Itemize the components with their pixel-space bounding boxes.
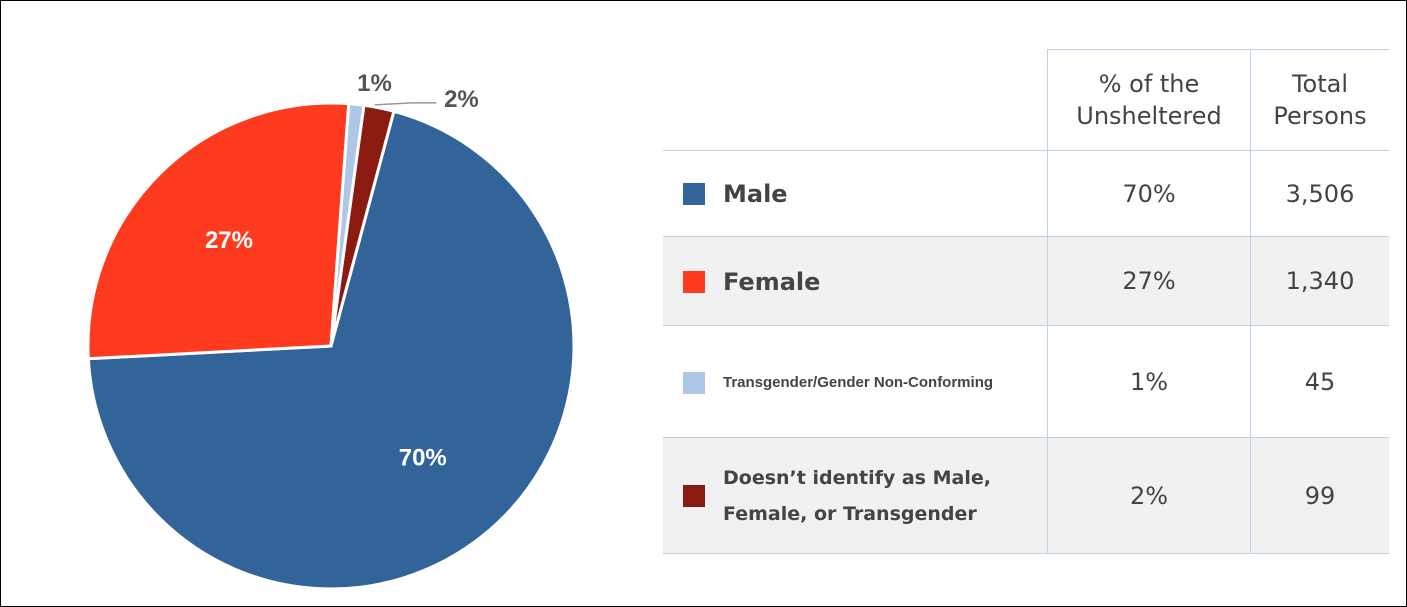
row-label: Doesn’t identify as Male, Female, or Tra… bbox=[723, 466, 991, 525]
row-label: Male bbox=[723, 180, 788, 208]
total-cell: 3,506 bbox=[1250, 150, 1389, 237]
table-row: Male 70% 3,506 bbox=[663, 150, 1389, 237]
row-label-cell: Male bbox=[663, 150, 1048, 237]
data-label: 27% bbox=[205, 227, 253, 254]
legend-swatch bbox=[683, 371, 705, 394]
pie-chart: 70% 27% 1% 2% bbox=[86, 70, 576, 591]
leader-line bbox=[374, 102, 437, 106]
header: Total Persons bbox=[1250, 49, 1389, 151]
total-cell: 45 bbox=[1250, 325, 1389, 438]
pie-slice bbox=[86, 101, 351, 361]
percent-cell: 2% bbox=[1047, 437, 1251, 554]
row-label-cell: Transgender/Gender Non-Conforming bbox=[663, 325, 1048, 438]
header-blank bbox=[663, 49, 1048, 151]
pie-slice bbox=[86, 109, 576, 591]
legend-swatch bbox=[683, 183, 705, 205]
data-label: 70% bbox=[399, 445, 447, 472]
header: % of the Unsheltered bbox=[1047, 49, 1251, 151]
percent-cell: 1% bbox=[1047, 325, 1251, 438]
legend-swatch bbox=[683, 484, 705, 507]
percent-cell: 27% bbox=[1047, 236, 1251, 326]
table-row: Female 27% 1,340 bbox=[663, 236, 1389, 326]
row-label: Transgender/Gender Non-Conforming bbox=[723, 374, 994, 391]
table-row: Doesn’t identify as Male, Female, or Tra… bbox=[663, 437, 1389, 554]
row-label-cell: Doesn’t identify as Male, Female, or Tra… bbox=[663, 437, 1048, 554]
data-label: 2% bbox=[444, 86, 479, 113]
data-label: 1% bbox=[357, 70, 392, 97]
legend-swatch bbox=[683, 270, 705, 293]
pie-slice bbox=[329, 103, 396, 347]
total-cell: 1,340 bbox=[1250, 236, 1389, 326]
table-row: Transgender/Gender Non-Conforming 1% 45 bbox=[663, 325, 1389, 438]
percent-cell: 70% bbox=[1047, 150, 1251, 237]
total-cell: 99 bbox=[1250, 437, 1389, 554]
row-label: Female bbox=[723, 267, 821, 296]
header-row: % of the Unsheltered Total Persons bbox=[663, 49, 1389, 151]
row-label-cell: Female bbox=[663, 236, 1048, 326]
summary-table: % of the Unsheltered Total Persons Male 7… bbox=[663, 49, 1389, 554]
